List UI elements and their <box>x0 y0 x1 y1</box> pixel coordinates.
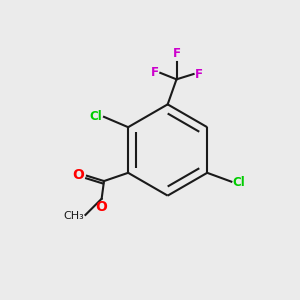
Text: O: O <box>73 168 85 182</box>
Text: CH₃: CH₃ <box>63 211 84 220</box>
Text: F: F <box>151 66 159 80</box>
Text: Cl: Cl <box>233 176 246 189</box>
Text: F: F <box>195 68 203 80</box>
Text: F: F <box>172 47 181 60</box>
Text: O: O <box>96 200 108 214</box>
Text: Cl: Cl <box>90 110 103 123</box>
